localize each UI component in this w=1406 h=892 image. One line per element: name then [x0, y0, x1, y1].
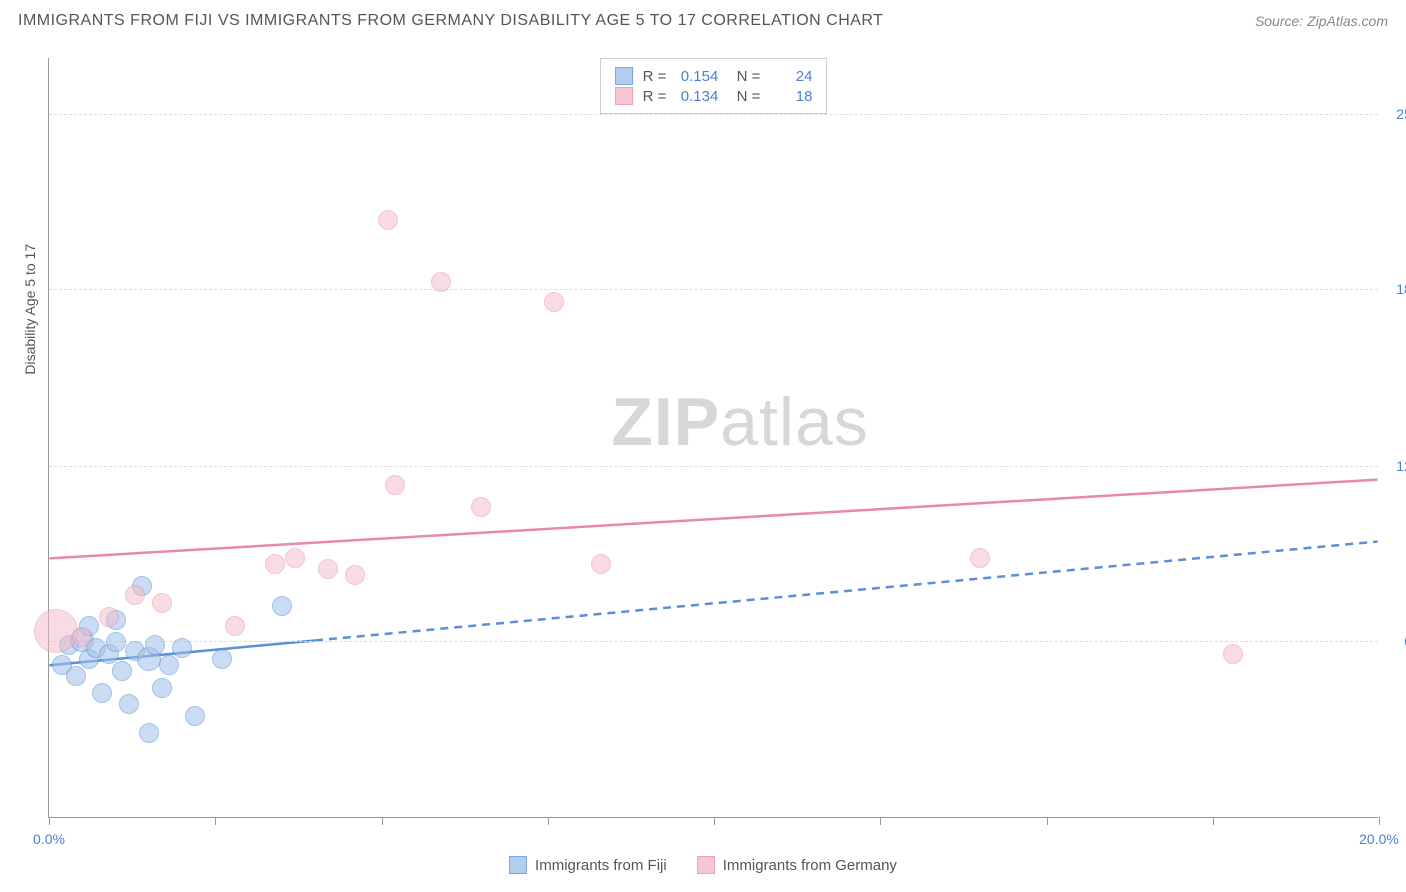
data-point: [172, 638, 192, 658]
x-tick-label: 0.0%: [33, 831, 65, 847]
correlation-legend-row: R = 0.154 N = 24: [615, 67, 813, 85]
legend-swatch: [615, 87, 633, 105]
data-point: [106, 632, 126, 652]
legend-r-label: R =: [643, 88, 667, 105]
x-tick: [49, 817, 50, 825]
data-point: [378, 210, 398, 230]
gridline: [49, 466, 1378, 467]
data-point: [92, 683, 112, 703]
legend-item: Immigrants from Fiji: [509, 856, 667, 874]
data-point: [152, 593, 172, 613]
data-point: [145, 635, 165, 655]
data-point: [471, 497, 491, 517]
source-label: Source: ZipAtlas.com: [1255, 13, 1388, 29]
data-point: [185, 706, 205, 726]
y-tick-label: 12.5%: [1384, 458, 1406, 474]
x-tick: [1047, 817, 1048, 825]
data-point: [591, 554, 611, 574]
trend-line: [49, 480, 1377, 559]
data-point: [970, 548, 990, 568]
data-point: [159, 655, 179, 675]
data-point: [225, 616, 245, 636]
data-point: [1223, 644, 1243, 664]
trend-lines: [49, 58, 1378, 817]
data-point: [72, 627, 92, 647]
x-tick: [880, 817, 881, 825]
correlation-legend: R = 0.154 N = 24 R = 0.134 N = 18: [600, 58, 828, 114]
gridline: [49, 641, 1378, 642]
data-point: [212, 649, 232, 669]
y-tick-label: 6.3%: [1384, 633, 1406, 649]
y-tick-label: 18.8%: [1384, 281, 1406, 297]
trend-line: [315, 542, 1378, 641]
data-point: [125, 585, 145, 605]
legend-n-label: N =: [728, 68, 760, 85]
x-tick: [382, 817, 383, 825]
watermark: ZIPatlas: [611, 383, 868, 461]
legend-swatch: [615, 67, 633, 85]
legend-n-value: 18: [770, 88, 812, 105]
data-point: [119, 694, 139, 714]
series-legend: Immigrants from Fiji Immigrants from Germ…: [0, 856, 1406, 874]
data-point: [99, 607, 119, 627]
data-point: [152, 678, 172, 698]
legend-series-name: Immigrants from Germany: [723, 857, 897, 874]
legend-swatch: [509, 856, 527, 874]
gridline: [49, 289, 1378, 290]
y-tick-label: 25.0%: [1384, 106, 1406, 122]
legend-r-value: 0.154: [676, 68, 718, 85]
correlation-legend-row: R = 0.134 N = 18: [615, 87, 813, 105]
legend-r-label: R =: [643, 68, 667, 85]
legend-series-name: Immigrants from Fiji: [535, 857, 667, 874]
y-axis-title: Disability Age 5 to 17: [22, 244, 38, 375]
legend-n-label: N =: [728, 88, 760, 105]
data-point: [345, 565, 365, 585]
x-tick: [215, 817, 216, 825]
data-point: [544, 292, 564, 312]
data-point: [272, 596, 292, 616]
x-tick-label: 20.0%: [1359, 831, 1399, 847]
legend-n-value: 24: [770, 68, 812, 85]
data-point: [66, 666, 86, 686]
chart-title: IMMIGRANTS FROM FIJI VS IMMIGRANTS FROM …: [18, 12, 883, 30]
x-tick: [548, 817, 549, 825]
plot-area: ZIPatlas R =0.154 N =24R =0.134 N =18 6.…: [48, 58, 1378, 818]
legend-item: Immigrants from Germany: [697, 856, 897, 874]
data-point: [285, 548, 305, 568]
legend-r-value: 0.134: [676, 88, 718, 105]
data-point: [34, 609, 78, 653]
data-point: [431, 272, 451, 292]
data-point: [318, 559, 338, 579]
data-point: [265, 554, 285, 574]
data-point: [112, 661, 132, 681]
data-point: [385, 475, 405, 495]
x-tick: [1379, 817, 1380, 825]
x-tick: [714, 817, 715, 825]
data-point: [139, 723, 159, 743]
gridline: [49, 114, 1378, 115]
x-tick: [1213, 817, 1214, 825]
legend-swatch: [697, 856, 715, 874]
